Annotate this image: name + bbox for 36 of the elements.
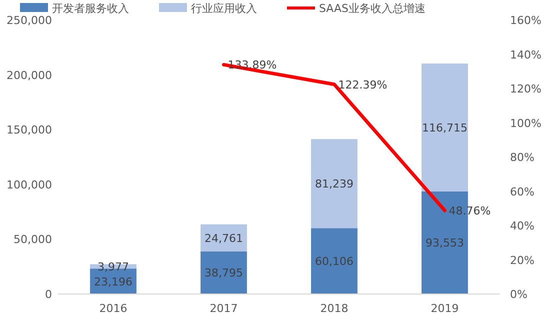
x-tick-label: 2017 <box>210 302 238 315</box>
data-label: 23,196 <box>94 275 132 288</box>
data-label: 133.89% <box>228 58 277 72</box>
data-label: 81,239 <box>315 178 354 191</box>
x-tick-label: 2018 <box>320 302 348 315</box>
legend-label: 开发者服务收入 <box>52 2 129 15</box>
data-label: 93,553 <box>426 236 464 250</box>
bar <box>200 251 247 294</box>
y-tick-label: 200,000 <box>6 68 52 82</box>
data-label: 122.39% <box>338 78 388 92</box>
y2-tick-label: 60% <box>510 185 534 198</box>
y-tick-label: 0 <box>45 288 52 301</box>
bar <box>311 139 358 228</box>
y-tick-label: 250,000 <box>6 14 52 27</box>
y2-tick-label: 40% <box>510 220 534 232</box>
bar <box>200 224 247 252</box>
x-tick-label: 2019 <box>430 302 459 315</box>
y2-tick-label: 0% <box>510 288 528 301</box>
y2-tick-label: 120% <box>510 82 542 96</box>
y2-tick-label: 20% <box>510 254 534 267</box>
data-label: 38,795 <box>204 266 243 280</box>
y2-tick-label: 140% <box>510 48 542 62</box>
bar <box>311 228 358 294</box>
data-label: 60,106 <box>315 255 354 268</box>
y-tick-label: 150,000 <box>6 124 52 137</box>
y-tick-label: 100,000 <box>6 178 52 192</box>
y2-tick-label: 80% <box>510 151 534 164</box>
legend-label: 行业应用收入 <box>191 2 257 15</box>
data-label: 24,761 <box>204 232 243 245</box>
legend-label: SAAS业务收入总增速 <box>319 2 426 15</box>
y2-tick-label: 160% <box>510 14 542 27</box>
data-label: 116,715 <box>422 122 468 135</box>
bar <box>422 64 468 192</box>
y2-tick-label: 100% <box>510 116 542 130</box>
x-tick-label: 2016 <box>99 302 128 315</box>
y-tick-label: 50,000 <box>14 233 52 246</box>
